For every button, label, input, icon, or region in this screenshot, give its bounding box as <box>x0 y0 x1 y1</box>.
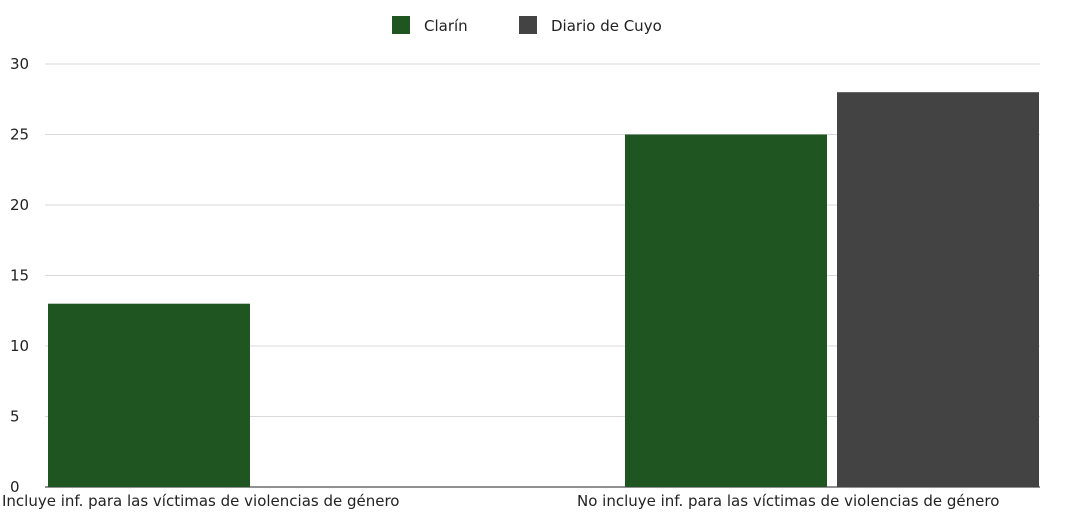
x-category-label: Incluye inf. para las víctimas de violen… <box>2 492 400 510</box>
y-axis: 0 5 10 15 20 25 30 <box>10 55 29 496</box>
y-tick-label: 20 <box>10 196 29 214</box>
x-axis: Incluye inf. para las víctimas de violen… <box>2 492 999 510</box>
legend-swatch <box>392 16 410 34</box>
y-tick-label: 0 <box>10 478 20 496</box>
legend: Clarín Diario de Cuyo <box>392 16 662 35</box>
x-category-label: No incluye inf. para las víctimas de vio… <box>577 492 999 510</box>
y-tick-label: 5 <box>10 408 20 426</box>
y-tick-label: 25 <box>10 126 29 144</box>
bar-clarin-1 <box>48 303 250 487</box>
y-tick-label: 30 <box>10 55 29 73</box>
bars <box>48 92 1039 487</box>
y-tick-label: 15 <box>10 267 29 285</box>
legend-label: Diario de Cuyo <box>551 17 662 35</box>
y-tick-label: 10 <box>10 337 29 355</box>
bar-clarin-2 <box>625 134 827 487</box>
bar-diario-de-cuyo-2 <box>837 92 1039 487</box>
legend-swatch <box>519 16 537 34</box>
legend-label: Clarín <box>424 17 468 35</box>
